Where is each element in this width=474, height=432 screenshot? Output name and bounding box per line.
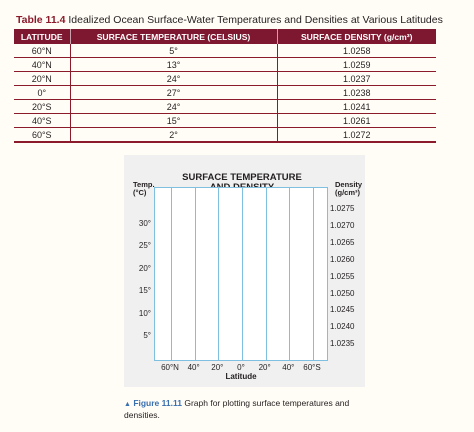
cell-density: 1.0261 <box>277 113 436 128</box>
cell-temperature: 27° <box>70 85 278 100</box>
density-tick-label: 1.0250 <box>330 288 355 298</box>
cell-density: 1.0258 <box>277 44 436 58</box>
density-tick-label: 1.0265 <box>330 237 355 247</box>
plot-grid <box>154 187 328 361</box>
cell-temperature: 24° <box>70 99 278 114</box>
gridline-vertical <box>266 188 267 360</box>
cell-density: 1.0259 <box>277 57 436 72</box>
cell-latitude: 40°N <box>14 57 71 72</box>
table-row: 60°S 2° 1.0272 <box>14 127 436 143</box>
table-header-row: LATITUDE SURFACE TEMPERATURE (CELSIUS) S… <box>14 29 436 44</box>
cell-latitude: 40°S <box>14 113 71 128</box>
gridline-vertical <box>313 188 314 360</box>
table-title: Idealized Ocean Surface-Water Temperatur… <box>68 14 443 26</box>
density-tick-label: 1.0245 <box>330 305 355 315</box>
cell-latitude: 20°S <box>14 99 71 114</box>
density-tick-label: 1.0275 <box>330 204 355 213</box>
header-latitude: LATITUDE <box>14 29 71 44</box>
temp-tick-label: 30° <box>138 219 151 228</box>
density-tick-label: 1.0255 <box>330 271 355 281</box>
cell-temperature: 15° <box>70 113 278 128</box>
density-tick-label: 1.0260 <box>330 254 355 264</box>
table-number: Table 11.4 <box>16 14 66 26</box>
triangle-icon: ▲ <box>124 401 131 408</box>
x-tick-label: 40° <box>187 363 200 372</box>
temp-tick-label: 15° <box>138 286 151 296</box>
header-temperature: SURFACE TEMPERATURE (CELSIUS) <box>70 29 278 44</box>
cell-latitude: 60°N <box>14 44 71 58</box>
table-row: 0° 27° 1.0238 <box>14 85 436 100</box>
temp-axis-label-line2: (°C) <box>133 188 147 197</box>
temp-tick-label: 5° <box>143 331 151 340</box>
x-tick-label: 20° <box>258 363 271 372</box>
temp-tick-label: 20° <box>138 263 151 273</box>
gridline-vertical <box>242 188 243 360</box>
density-axis-label-line2: (g/cm³) <box>335 188 360 197</box>
cell-temperature: 24° <box>70 71 278 86</box>
cell-latitude: 60°S <box>14 127 71 143</box>
density-axis-label: Density (g/cm³) <box>335 181 362 197</box>
cell-temperature: 5° <box>70 44 278 58</box>
temp-tick-label: 25° <box>138 241 151 251</box>
density-tick-label: 1.0235 <box>330 339 355 349</box>
temp-axis-label-line1: Temp. <box>133 180 155 189</box>
table-row: 20°S 24° 1.0241 <box>14 99 436 114</box>
density-tick-label: 1.0270 <box>330 220 355 230</box>
density-axis-label-line1: Density <box>335 180 363 189</box>
table-row: 20°N 24° 1.0237 <box>14 71 436 86</box>
x-tick-label: 0° <box>237 363 245 372</box>
graph-title-line1: SURFACE TEMPERATURE <box>182 172 302 183</box>
cell-density: 1.0272 <box>277 127 436 143</box>
density-tick-label: 1.0240 <box>330 322 355 332</box>
table-row: 60°N 5° 1.0258 <box>14 44 436 58</box>
cell-latitude: 20°N <box>14 71 71 86</box>
header-density: SURFACE DENSITY (g/cm³) <box>277 29 436 44</box>
gridline-vertical <box>171 188 172 360</box>
cell-density: 1.0237 <box>277 71 436 86</box>
cell-temperature: 2° <box>70 127 278 143</box>
gridline-vertical <box>289 188 290 360</box>
table-caption: Table 11.4 Idealized Ocean Surface-Water… <box>16 14 456 26</box>
temp-tick-label: 10° <box>138 308 151 318</box>
figure-caption: ▲ Figure 11.11 Graph for plotting surfac… <box>124 398 374 421</box>
x-axis-title: Latitude <box>225 372 257 381</box>
x-tick-label: 60°S <box>303 363 321 372</box>
cell-latitude: 0° <box>14 85 71 100</box>
graph-panel: SURFACE TEMPERATURE AND DENSITY Temp. (°… <box>124 155 365 387</box>
gridline-vertical <box>218 188 219 360</box>
table-row: 40°S 15° 1.0261 <box>14 113 436 128</box>
cell-density: 1.0241 <box>277 99 436 114</box>
latitude-data-table: LATITUDE SURFACE TEMPERATURE (CELSIUS) S… <box>14 29 436 143</box>
figure-caption-text: Graph for plotting surface temperatures … <box>124 398 350 420</box>
cell-density: 1.0238 <box>277 85 436 100</box>
x-tick-label: 60°N <box>161 363 179 372</box>
cell-temperature: 13° <box>70 57 278 72</box>
x-tick-label: 40° <box>282 363 295 372</box>
table-row: 40°N 13° 1.0259 <box>14 57 436 72</box>
figure-number: Figure 11.11 <box>133 398 182 408</box>
x-tick-label: 20° <box>211 363 224 372</box>
gridline-vertical <box>195 188 196 360</box>
temp-axis-label: Temp. (°C) <box>133 181 155 197</box>
